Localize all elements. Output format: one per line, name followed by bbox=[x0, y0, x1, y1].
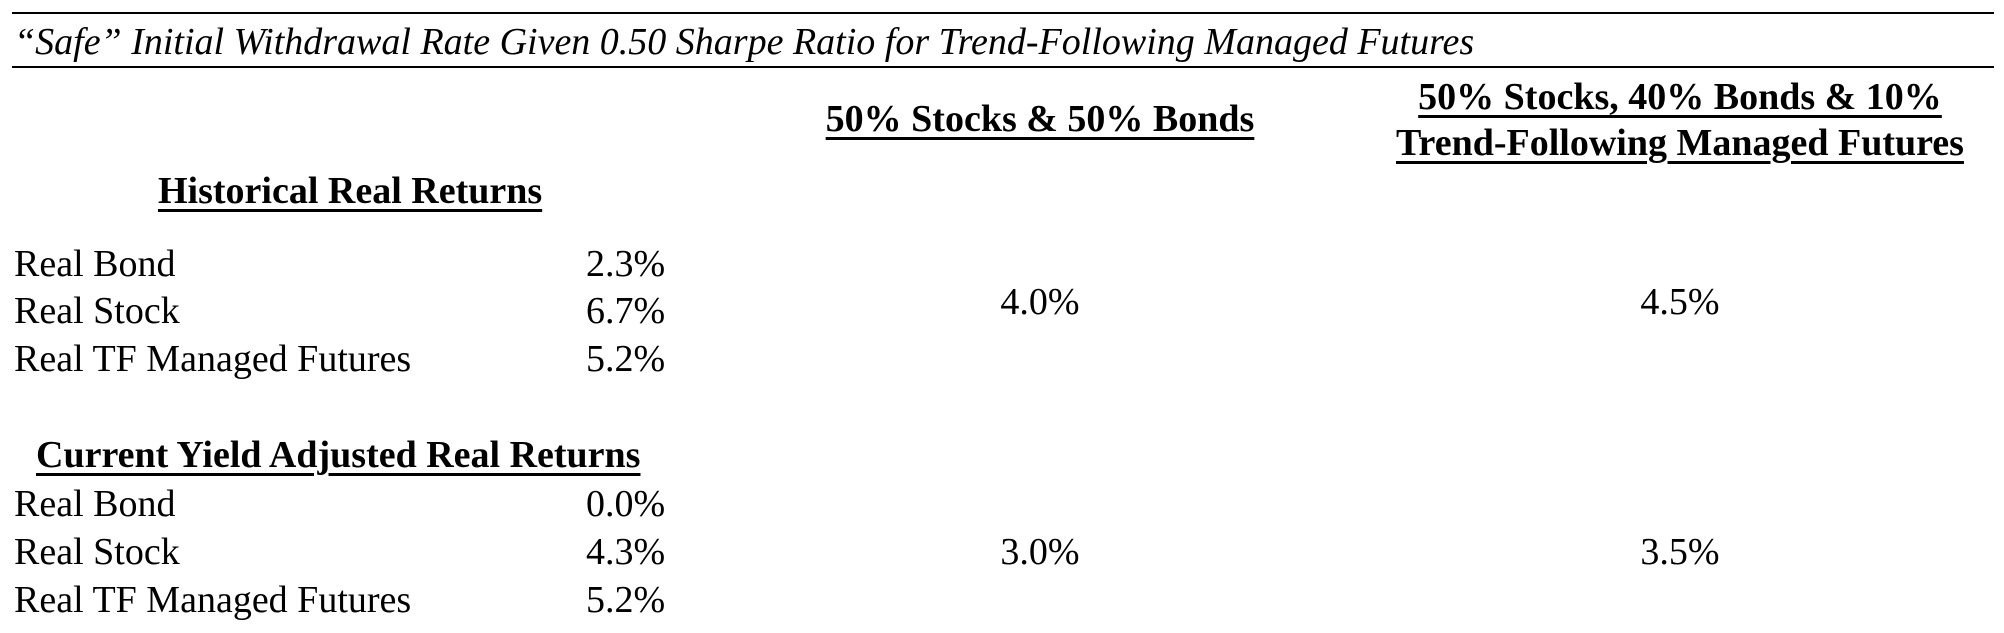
row-value-real-bond: 0.0% bbox=[586, 483, 666, 525]
rate-current-50-40-10: 3.5% bbox=[1640, 531, 1720, 573]
row-label-real-bond: Real Bond bbox=[14, 243, 176, 285]
row-value-real-bond: 2.3% bbox=[586, 243, 666, 285]
rate-current-50-50: 3.0% bbox=[1000, 531, 1080, 573]
section-heading-current-yield: Current Yield Adjusted Real Returns bbox=[36, 434, 641, 476]
column-header-50-50: 50% Stocks & 50% Bonds bbox=[825, 98, 1255, 140]
column-header-50-40-10-line2: Trend-Following Managed Futures bbox=[1396, 122, 1964, 164]
row-value-real-tf-managed-futures: 5.2% bbox=[586, 579, 666, 621]
column-header-50-40-10-line1: 50% Stocks, 40% Bonds & 10% bbox=[1418, 76, 1942, 118]
top-rule bbox=[12, 12, 1994, 14]
title-rule bbox=[12, 66, 1994, 68]
row-value-real-stock: 6.7% bbox=[586, 290, 666, 332]
row-label-real-bond: Real Bond bbox=[14, 483, 176, 525]
row-label-real-stock: Real Stock bbox=[14, 531, 180, 573]
row-value-real-stock: 4.3% bbox=[586, 531, 666, 573]
row-label-real-tf-managed-futures: Real TF Managed Futures bbox=[14, 579, 412, 621]
row-label-real-tf-managed-futures: Real TF Managed Futures bbox=[14, 338, 412, 380]
rate-historical-50-50: 4.0% bbox=[1000, 281, 1080, 323]
rate-historical-50-40-10: 4.5% bbox=[1640, 281, 1720, 323]
table-title: “Safe” Initial Withdrawal Rate Given 0.5… bbox=[14, 21, 1475, 63]
section-heading-historical: Historical Real Returns bbox=[158, 170, 543, 212]
row-label-real-stock: Real Stock bbox=[14, 290, 180, 332]
row-value-real-tf-managed-futures: 5.2% bbox=[586, 338, 666, 380]
